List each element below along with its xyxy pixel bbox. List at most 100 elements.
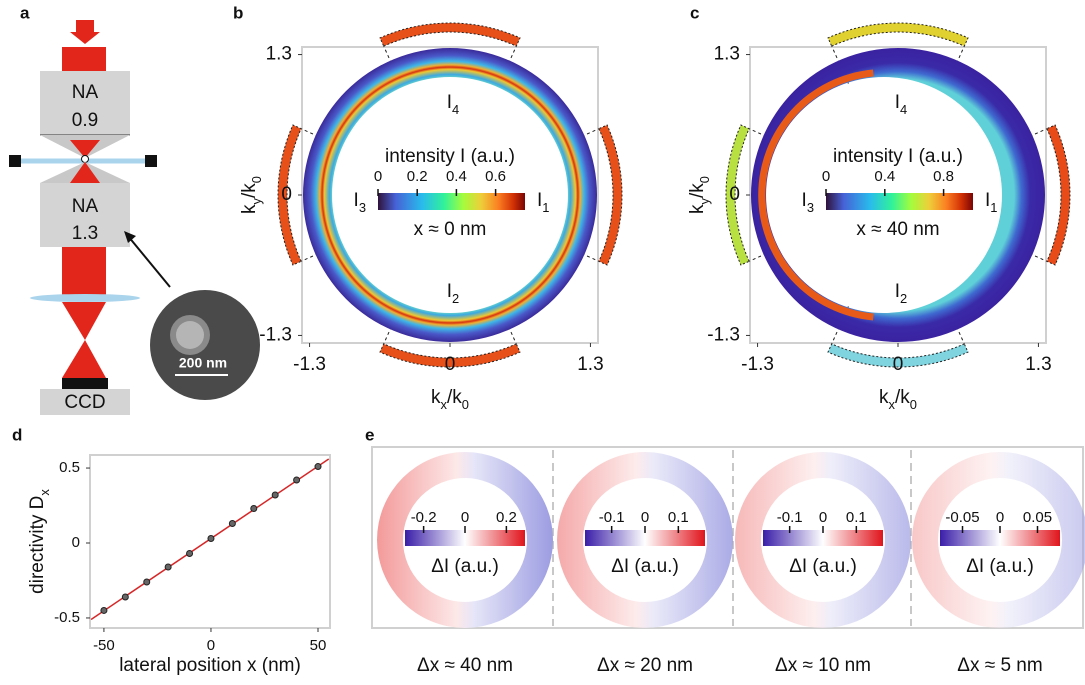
- x-axis-label: kx/k0: [879, 387, 917, 412]
- intensity-segment: [827, 22, 969, 47]
- difference-ring: [735, 452, 911, 628]
- y-axis-label-part: directivity D: [27, 496, 48, 594]
- x-axis-label-part: k: [879, 387, 889, 408]
- segment-label-part: I: [447, 92, 452, 113]
- y-tick-label: -1.3: [707, 324, 740, 345]
- y-tick-label: 1.3: [266, 44, 292, 65]
- segment-label-part: I: [895, 92, 900, 113]
- colorbar-tick-label: 0.8: [933, 168, 954, 185]
- objective-label: 1.3: [72, 223, 98, 244]
- y-axis-label: ky/k0: [239, 176, 264, 214]
- objective-label: NA: [72, 82, 99, 103]
- intensity-segment: [598, 124, 623, 266]
- colorbar-end-label-part: I: [802, 190, 807, 211]
- x-tick-label: 0: [445, 354, 456, 375]
- colorbar-tick-label: 0.1: [846, 509, 867, 526]
- x-axis-label-part: x: [889, 397, 896, 412]
- x-tick-label: 0: [207, 637, 215, 654]
- detector-label: CCD: [64, 392, 105, 413]
- position-label: x ≈ 40 nm: [856, 219, 939, 240]
- setup-diagram: [9, 20, 260, 415]
- objective-label: 0.9: [72, 110, 98, 131]
- colorbar-tick-label: 0.4: [446, 168, 467, 185]
- shift-label: Δx ≈ 20 nm: [597, 655, 693, 676]
- colorbar-end-label-part: I: [537, 190, 542, 211]
- difference-ring: [912, 452, 1085, 628]
- panel-label: a: [20, 3, 30, 22]
- colorbar-tick-label: 0: [374, 168, 382, 185]
- x-axis-label: kx/k0: [431, 387, 469, 412]
- colorbar-end-label-part: I: [985, 190, 990, 211]
- y-axis-label-part: y: [249, 197, 264, 204]
- y-axis-label: directivity Dx: [27, 489, 52, 594]
- colorbar-tick-label: 0.05: [1023, 509, 1052, 526]
- x-tick-label: -1.3: [293, 354, 326, 375]
- colorbar-tick-label: -0.1: [599, 509, 625, 526]
- colorbar-tick-label: 0: [996, 509, 1004, 526]
- colorbar: [405, 530, 525, 546]
- x-axis-label-part: 0: [462, 397, 469, 412]
- x-tick-label: 1.3: [577, 354, 603, 375]
- colorbar-end-label-part: 3: [807, 200, 814, 215]
- panel-label: e: [365, 425, 374, 444]
- x-tick-label: 1.3: [1025, 354, 1051, 375]
- colorbar-tick-label: 0: [819, 509, 827, 526]
- segment-label-part: 2: [452, 291, 459, 306]
- colorbar-end-label-part: 1: [542, 200, 549, 215]
- y-axis-label-part: k: [687, 204, 708, 214]
- y-axis-label-part: /k: [239, 183, 260, 198]
- panel-label: b: [233, 3, 243, 22]
- colorbar: [826, 193, 973, 210]
- x-axis-label-part: k: [431, 387, 441, 408]
- x-axis-label: lateral position x (nm): [119, 655, 301, 676]
- colorbar-tick-label: 0.2: [407, 168, 428, 185]
- colorbar-tick-label: 0.2: [496, 509, 517, 526]
- colorbar-label: ΔI (a.u.): [966, 556, 1034, 577]
- segment-label-part: I: [895, 281, 900, 302]
- difference-ring: [557, 452, 733, 628]
- segment-label-part: 4: [452, 102, 459, 117]
- intensity-segment: [277, 124, 302, 266]
- panel-label: d: [12, 425, 22, 444]
- colorbar-title: intensity I (a.u.): [833, 146, 963, 167]
- colorbar-tick-label: 0.1: [668, 509, 689, 526]
- colorbar-end-label: I1: [537, 190, 549, 215]
- colorbar-end-label: I1: [985, 190, 997, 215]
- y-tick-label: -0.5: [54, 609, 80, 626]
- colorbar: [378, 193, 525, 210]
- colorbar-end-label: I3: [802, 190, 814, 215]
- colorbar-tick-label: -0.2: [411, 509, 437, 526]
- y-axis-label-part: /k: [687, 183, 708, 198]
- segment-label-part: 4: [900, 102, 907, 117]
- data-point: [186, 549, 194, 557]
- x-axis-label-part: /k: [895, 387, 910, 408]
- x-tick-label: -1.3: [741, 354, 774, 375]
- colorbar-tick-label: -0.05: [945, 509, 979, 526]
- colorbar-end-label: I3: [354, 190, 366, 215]
- colorbar-label: ΔI (a.u.): [789, 556, 857, 577]
- y-tick-label: -1.3: [259, 324, 292, 345]
- intensity-segment: [827, 343, 969, 368]
- y-axis-label-part: k: [239, 204, 260, 214]
- x-axis-label-part: 0: [910, 397, 917, 412]
- y-axis-label-part: y: [697, 197, 712, 204]
- intensity-segment: [725, 124, 750, 266]
- intensity-segment: [379, 22, 521, 47]
- x-tick-label: 50: [310, 637, 327, 654]
- data-point: [143, 578, 151, 586]
- y-tick-label: 1.3: [714, 44, 740, 65]
- x-axis-label-part: x: [441, 397, 448, 412]
- segment-label-part: I: [447, 281, 452, 302]
- y-axis-label-part: x: [37, 489, 52, 496]
- data-point: [228, 520, 236, 528]
- colorbar-end-label-part: 1: [990, 200, 997, 215]
- colorbar-tick-label: -0.1: [777, 509, 803, 526]
- colorbar-tick-label: 0.6: [485, 168, 506, 185]
- y-axis-label-part: 0: [249, 176, 264, 183]
- colorbar: [763, 530, 883, 546]
- data-point: [164, 563, 172, 571]
- x-tick-label: 0: [893, 354, 904, 375]
- segment-label: I4: [447, 92, 459, 117]
- x-tick-label: -50: [93, 637, 115, 654]
